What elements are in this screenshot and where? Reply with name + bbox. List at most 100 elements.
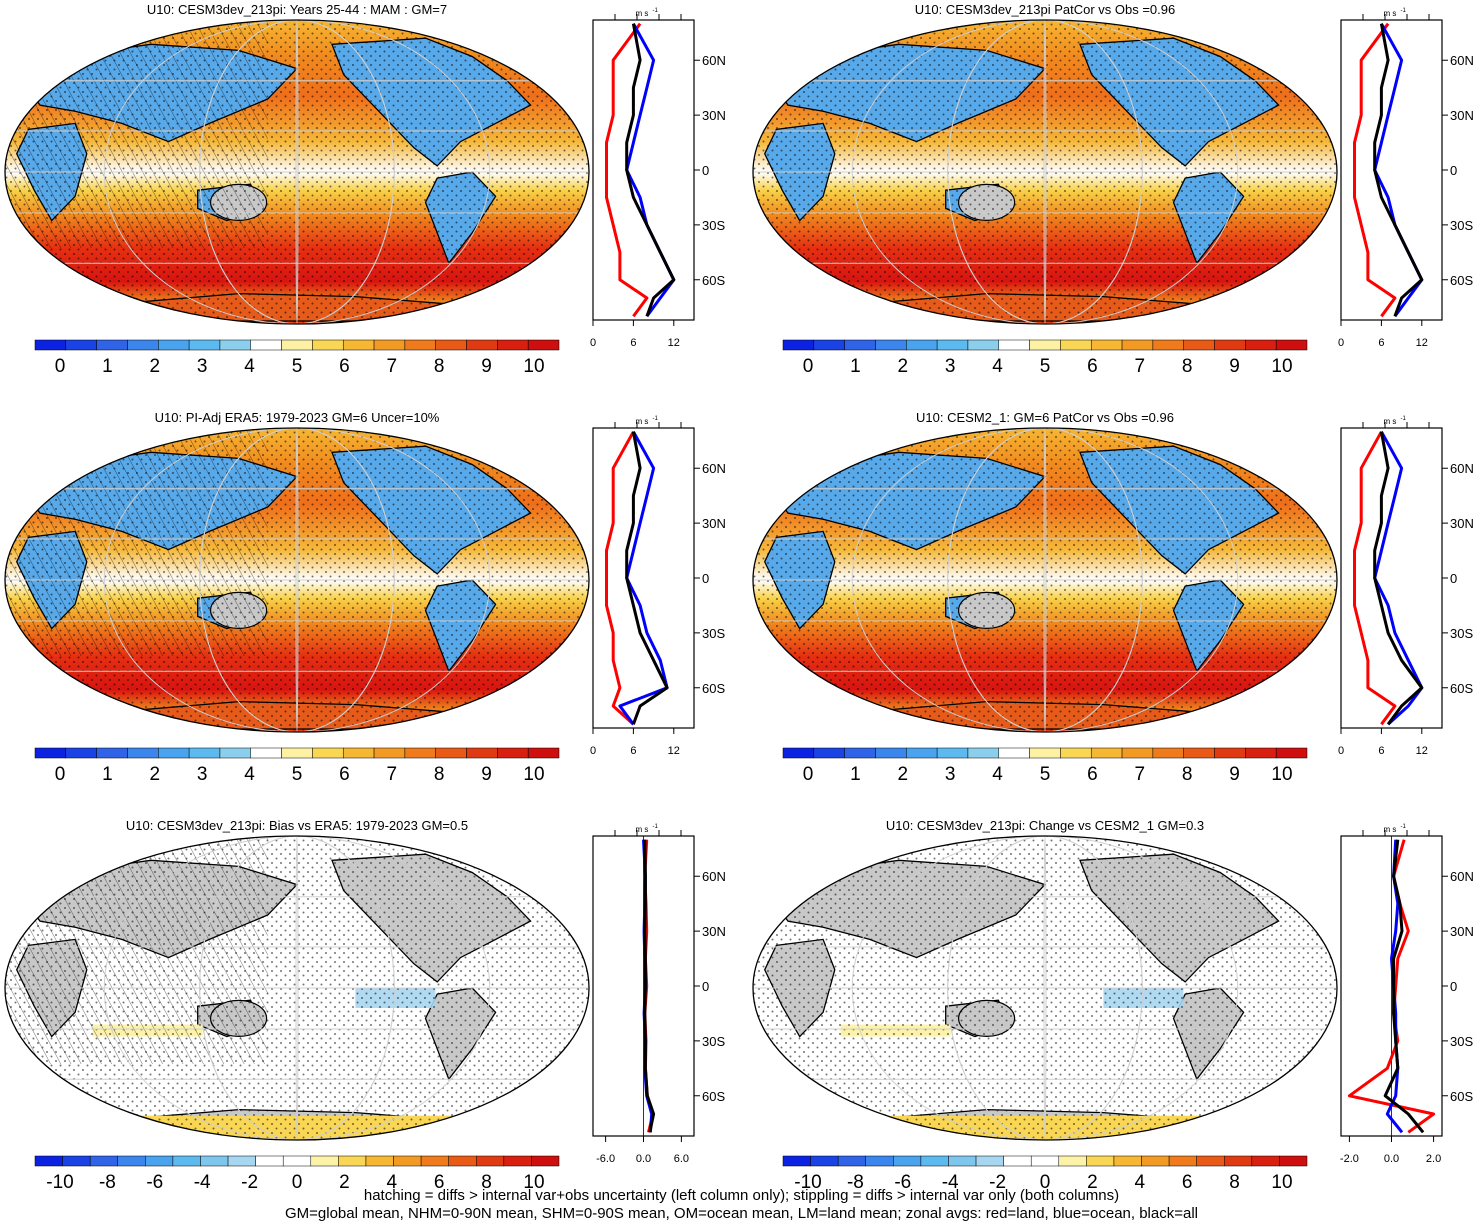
map-area: [753, 20, 1337, 324]
colorbar: 0 1 2 3 4 5 6 7 8 9 10: [34, 339, 560, 377]
colorbar-swatch: [219, 747, 252, 759]
colorbar-tick-label: -10: [46, 1172, 73, 1193]
map-area: [5, 428, 589, 732]
colorbar-swatch: [1152, 339, 1184, 351]
colorbar-tick-label: 8: [1229, 1172, 1240, 1193]
colorbar-swatch: [158, 339, 190, 351]
colorbar-swatch: [1003, 1155, 1032, 1167]
zonal-line-all: [643, 839, 656, 1133]
colorbar-swatch: [62, 1155, 91, 1167]
colorbar-swatch: [1224, 1155, 1253, 1167]
colorbar-swatch: [975, 1155, 1004, 1167]
colorbar-swatch: [1029, 747, 1061, 759]
panel-1: U10: CESM3dev_213pi: Years 25-44 : MAM :…: [4, 2, 726, 377]
zonal-frame: [592, 19, 695, 321]
colorbar-swatch: [172, 1155, 201, 1167]
map-outline: [752, 835, 1338, 1141]
colorbar-tick-label: -8: [847, 1172, 864, 1193]
zonal-x-label: 6.0: [674, 1153, 689, 1165]
zonal-lat-label: 60N: [1450, 53, 1474, 68]
zonal-x-label: 6: [1378, 337, 1384, 349]
colorbar-swatch: [837, 1155, 866, 1167]
zonal-profile: m s -1 60N 30N 0 30S 60S -6.0 0.0 6.0: [592, 824, 726, 1165]
zonal-unit: m s: [636, 9, 649, 18]
zonal-lat-label: 30N: [1450, 924, 1474, 939]
colorbar-swatch: [89, 1155, 118, 1167]
colorbar-swatch: [227, 1155, 256, 1167]
zonal-unit-exponent: -1: [653, 824, 659, 830]
colorbar-tick-label: 0: [803, 764, 814, 785]
colorbar-tick-label: 3: [945, 764, 956, 785]
colorbar-swatch: [810, 1155, 839, 1167]
panel-5: U10: CESM3dev_213pi: Bias vs ERA5: 1979-…: [4, 818, 726, 1193]
colorbar-swatch: [373, 747, 406, 759]
colorbar-tick-label: -10: [794, 1172, 821, 1193]
colorbar-tick-label: 6: [1182, 1172, 1193, 1193]
colorbar-tick-label: 10: [523, 1172, 544, 1193]
zonal-x-label: 0: [1338, 337, 1344, 349]
colorbar-tick-label: 1: [850, 764, 861, 785]
colorbar-swatch: [312, 339, 344, 351]
zonal-line-land: [605, 430, 635, 726]
colorbar-swatch: [497, 747, 529, 759]
zonal-lat-label: 30N: [702, 108, 726, 123]
colorbar-swatch: [1058, 1155, 1087, 1167]
colorbar-tick-label: 3: [197, 356, 208, 377]
colorbar-swatch: [844, 339, 876, 351]
colorbar-swatch: [1152, 747, 1184, 759]
zonal-profile: m s -1 60N 30N 0 30S 60S 0 6 12: [590, 8, 726, 349]
colorbar-tick-label: 0: [292, 1172, 303, 1193]
colorbar-tick-label: 9: [481, 356, 492, 377]
zonal-lat-label: 60N: [1450, 461, 1474, 476]
colorbar-swatch: [310, 1155, 339, 1167]
colorbar-tick-label: 0: [1040, 1172, 1051, 1193]
zonal-lat-label: 30N: [702, 516, 726, 531]
colorbar-swatch: [404, 747, 436, 759]
colorbar-swatch: [342, 339, 375, 351]
colorbar: 0 1 2 3 4 5 6 7 8 9 10: [782, 747, 1308, 785]
colorbar-swatch: [503, 1155, 532, 1167]
zonal-profile: m s -1 60N 30N 0 30S 60S -2.0 0.0 2.0: [1340, 824, 1474, 1165]
zonal-unit: m s: [636, 825, 649, 834]
colorbar-swatch: [312, 747, 344, 759]
zonal-line-all: [625, 23, 676, 317]
colorbar-swatch: [282, 1155, 312, 1167]
colorbar-swatch: [1141, 1155, 1170, 1167]
colorbar-swatch: [865, 1155, 894, 1167]
panel-6: U10: CESM3dev_213pi: Change vs CESM2_1 G…: [752, 818, 1474, 1193]
hatch-overlay: [5, 428, 268, 656]
colorbar-swatch: [281, 339, 313, 351]
colorbar: -10 -8 -6 -4 -2 0 2 4 6 8 10: [34, 1155, 560, 1193]
colorbar-tick-label: 6: [339, 356, 350, 377]
map-outline: [4, 835, 590, 1141]
colorbar-swatch: [497, 339, 529, 351]
zonal-x-label: 6: [1378, 745, 1384, 757]
zonal-frame: [1340, 427, 1443, 729]
colorbar-swatch: [466, 747, 498, 759]
zonal-lat-label: 60S: [702, 681, 725, 696]
zonal-line-land: [605, 22, 649, 318]
zonal-unit-exponent: -1: [653, 416, 659, 422]
zonal-lat-label: 0: [702, 979, 709, 994]
zonal-lat-label: 30N: [702, 924, 726, 939]
colorbar-tick-label: 2: [150, 764, 161, 785]
colorbar-swatch: [1030, 1155, 1060, 1167]
colorbar-tick-label: 8: [1182, 356, 1193, 377]
colorbar-swatch: [250, 747, 282, 759]
zonal-x-label: 0: [1338, 745, 1344, 757]
zonal-x-label: 0.0: [636, 1153, 651, 1165]
colorbar-swatch: [117, 1155, 146, 1167]
colorbar-swatch: [393, 1155, 422, 1167]
zonal-line-land: [1353, 430, 1397, 726]
zonal-unit-exponent: -1: [1401, 416, 1407, 422]
colorbar-tick-label: 7: [1135, 764, 1146, 785]
colorbar-swatch: [967, 747, 1000, 759]
colorbar-swatch: [1245, 747, 1277, 759]
zonal-unit-exponent: -1: [1401, 824, 1407, 830]
zonal-line-all: [625, 431, 669, 725]
zonal-lat-label: 0: [702, 571, 709, 586]
colorbar-swatch: [531, 1155, 560, 1167]
colorbar-swatch: [906, 339, 938, 351]
zonal-lat-label: 60N: [702, 461, 726, 476]
